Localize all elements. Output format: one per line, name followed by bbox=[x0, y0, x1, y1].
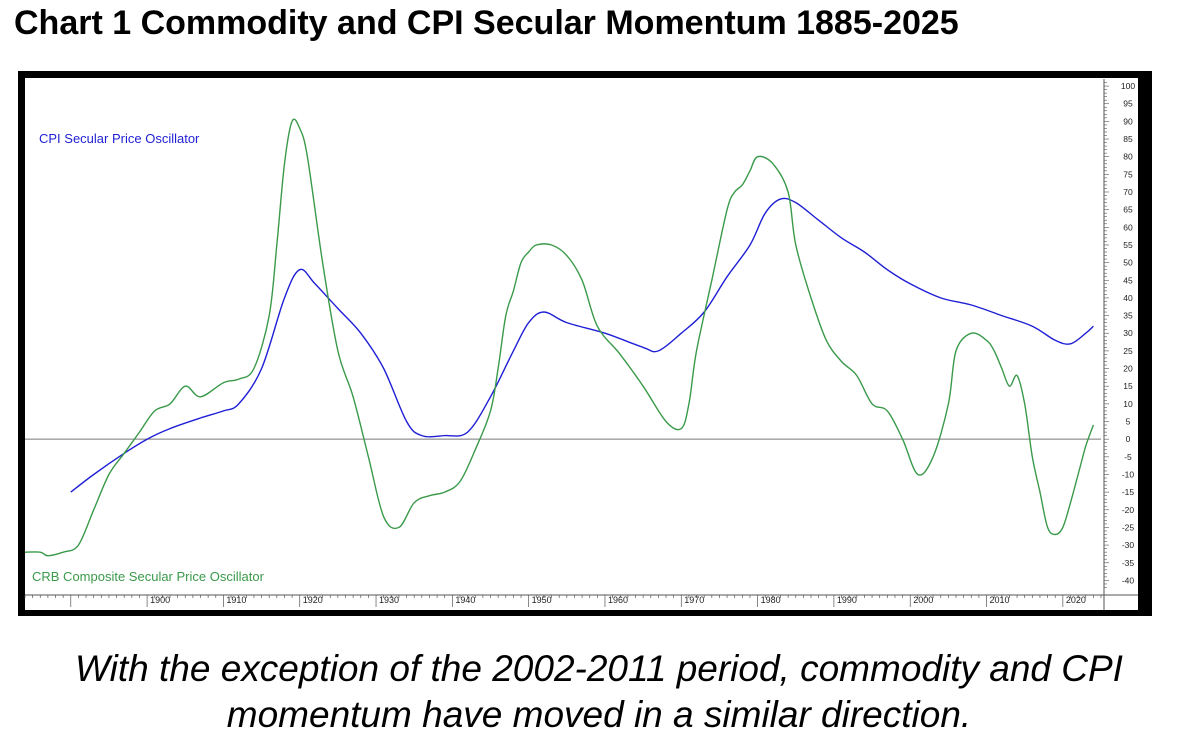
x-tick-label: 1950 bbox=[532, 595, 552, 605]
y-tick-label: -15 bbox=[1122, 487, 1135, 497]
y-tick-label: 40 bbox=[1123, 293, 1133, 303]
x-tick-label: 1970 bbox=[684, 595, 704, 605]
x-tick-label: 2010 bbox=[990, 595, 1010, 605]
y-tick-label: 85 bbox=[1123, 134, 1133, 144]
caption-line-1: With the exception of the 2002-2011 peri… bbox=[75, 648, 1123, 689]
cpi-series-label: CPI Secular Price Oscillator bbox=[39, 131, 200, 146]
x-tick-label: 1940 bbox=[455, 595, 475, 605]
y-tick-label: -40 bbox=[1122, 575, 1135, 585]
chart-frame: 100 95 90 85 80 75 70 65 60 55 50 45 40 35 30 25 20 15 10 5… bbox=[18, 71, 1152, 616]
y-tick-label: -35 bbox=[1122, 558, 1135, 568]
y-tick-label: -20 bbox=[1122, 505, 1135, 515]
y-tick-label: 25 bbox=[1123, 346, 1133, 356]
x-tick-label: 2020 bbox=[1066, 595, 1086, 605]
y-tick-label: 50 bbox=[1123, 258, 1133, 268]
caption-line-2: momentum have moved in a similar directi… bbox=[226, 694, 972, 735]
x-tick-label: 2000 bbox=[913, 595, 933, 605]
y-tick-label: 10 bbox=[1123, 399, 1133, 409]
y-tick-label: 55 bbox=[1123, 240, 1133, 250]
y-tick-label: 100 bbox=[1121, 81, 1135, 91]
x-tick-label: 1900 bbox=[150, 595, 170, 605]
x-tick-label: 1990 bbox=[837, 595, 857, 605]
y-tick-label: -10 bbox=[1122, 469, 1135, 479]
x-tick-label: 1930 bbox=[379, 595, 399, 605]
x-tick-label: 1980 bbox=[761, 595, 781, 605]
y-tick-label: 0 bbox=[1126, 434, 1131, 444]
y-tick-label: 5 bbox=[1126, 417, 1131, 427]
y-tick-label: 20 bbox=[1123, 364, 1133, 374]
y-tick-label: 30 bbox=[1123, 328, 1133, 338]
x-tick-label: 1910 bbox=[226, 595, 246, 605]
crb-series-label: CRB Composite Secular Price Oscillator bbox=[32, 569, 265, 584]
y-tick-label: 70 bbox=[1123, 187, 1133, 197]
y-tick-label: 75 bbox=[1123, 169, 1133, 179]
chart-plot: 1009590858075706560555045403530252015105… bbox=[24, 78, 1138, 610]
cpi-series-line bbox=[70, 197, 1094, 493]
y-tick-label: -25 bbox=[1122, 522, 1135, 532]
y-tick-label: 45 bbox=[1123, 275, 1133, 285]
crb-series-line bbox=[24, 118, 1095, 557]
y-tick-label: 35 bbox=[1123, 311, 1133, 321]
page-title: Chart 1 Commodity and CPI Secular Moment… bbox=[14, 4, 959, 42]
plot-background bbox=[25, 78, 1138, 610]
y-tick-label: 95 bbox=[1123, 99, 1133, 109]
y-tick-label: 65 bbox=[1123, 205, 1133, 215]
y-tick-label: 90 bbox=[1123, 116, 1133, 126]
y-tick-label: 80 bbox=[1123, 152, 1133, 162]
chart-caption: With the exception of the 2002-2011 peri… bbox=[0, 646, 1198, 738]
y-tick-label: -5 bbox=[1124, 452, 1132, 462]
y-tick-label: 60 bbox=[1123, 222, 1133, 232]
y-tick-label: -30 bbox=[1122, 540, 1135, 550]
x-tick-label: 1960 bbox=[608, 595, 628, 605]
y-tick-label: 15 bbox=[1123, 381, 1133, 391]
x-tick-label: 1920 bbox=[303, 595, 323, 605]
